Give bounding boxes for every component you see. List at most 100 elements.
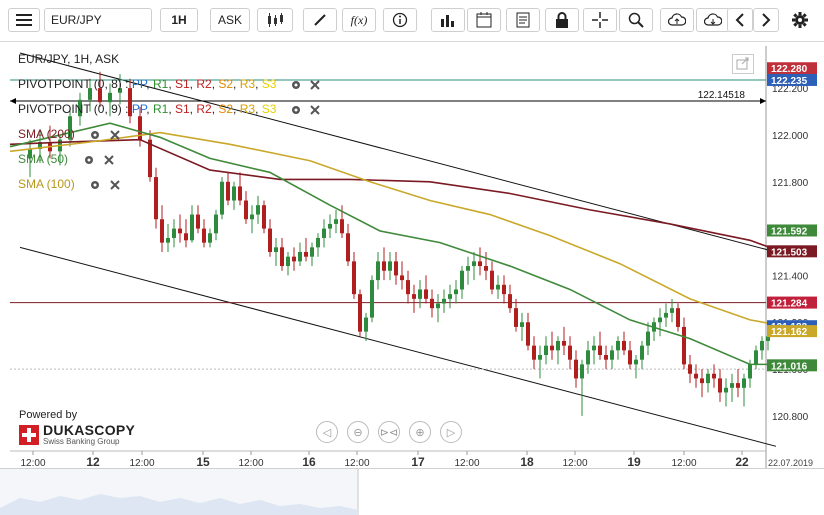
candle-body: [138, 116, 142, 140]
candle-body: [634, 359, 638, 365]
upload-button[interactable]: [660, 8, 694, 32]
candle-body: [568, 345, 572, 360]
candle-body: [406, 280, 410, 295]
candle-body: [760, 340, 764, 351]
crosshair-button[interactable]: [583, 8, 617, 32]
draw-button[interactable]: [303, 8, 337, 32]
candle-body: [322, 228, 326, 238]
zoom-button[interactable]: [619, 8, 653, 32]
candle-body: [196, 214, 200, 229]
price-tag-label: 122.280: [771, 64, 808, 75]
x-tick-label: 18: [520, 455, 534, 468]
candle-body: [730, 383, 734, 388]
settings-button[interactable]: [787, 8, 813, 32]
brand-name: DUKASCOPY: [43, 422, 136, 438]
candle-body: [280, 247, 284, 267]
lock-icon: [556, 12, 568, 28]
sma100-legend: SMA (100): [18, 177, 75, 191]
y-tick-label: 121.800: [772, 178, 809, 189]
symbol-input[interactable]: EUR/JPY: [44, 8, 152, 32]
x-tick-label: 17: [411, 455, 425, 468]
plot-area: [10, 46, 766, 451]
nav-reset-button[interactable]: ⊳⊲: [378, 421, 400, 443]
sma50-close-icon[interactable]: [103, 154, 115, 166]
candle-body: [178, 228, 182, 234]
x-tick-label: 12: [86, 455, 100, 468]
candle-body: [748, 364, 752, 379]
candle-body: [532, 345, 536, 360]
nav-forward-button[interactable]: ▷: [440, 421, 462, 443]
cloud-upload-icon: [668, 13, 686, 26]
x-tick-label: 12:00: [238, 458, 263, 468]
nav-zoom-out-button[interactable]: ⊖: [347, 421, 369, 443]
candle-body: [28, 149, 32, 159]
sma200-close-icon[interactable]: [109, 129, 121, 141]
info-icon: [392, 12, 408, 28]
price-tag: [767, 325, 817, 338]
scroll-right-button[interactable]: [753, 8, 779, 32]
candle-body: [484, 266, 488, 271]
candle-body: [160, 219, 164, 243]
pivot-2-settings-icon[interactable]: [290, 104, 302, 116]
candle-body: [352, 261, 356, 295]
candle-body: [376, 261, 380, 281]
chart-type-button[interactable]: [257, 8, 293, 32]
channel-lower-line: [19, 246, 777, 447]
sma200-settings-icon[interactable]: [89, 129, 101, 141]
candle-body: [128, 88, 132, 117]
candle-body: [448, 294, 452, 299]
candle-body: [520, 322, 524, 327]
menu-button[interactable]: [8, 8, 40, 32]
calendar-button[interactable]: [467, 8, 501, 32]
nav-forward-icon: ▷: [446, 426, 456, 439]
level-arrow-right: [760, 97, 766, 104]
sma100-settings-icon[interactable]: [89, 179, 101, 191]
candle-body: [496, 284, 500, 290]
scroll-left-button[interactable]: [727, 8, 753, 32]
x-tick-label: 12:00: [562, 458, 587, 468]
indicators-button[interactable]: f(x): [342, 8, 376, 32]
candle-body: [754, 350, 758, 365]
price-tag-label: 121.284: [771, 299, 808, 310]
sma100-close-icon[interactable]: [109, 179, 121, 191]
candle-body: [166, 237, 170, 243]
download-button[interactable]: [696, 8, 730, 32]
candle-body: [334, 219, 338, 224]
nav-zoom-in-button[interactable]: ⊕: [409, 421, 431, 443]
pivot-1-close-icon[interactable]: [309, 79, 321, 91]
bar-chart-icon: [441, 15, 454, 27]
candle-body: [244, 200, 248, 220]
price-chart[interactable]: 122.14518 122.200122.000121.800121.60012…: [0, 42, 824, 468]
info-button[interactable]: [383, 8, 417, 32]
chevron-left-icon: [735, 13, 744, 27]
candle-body: [604, 355, 608, 360]
candle-body: [346, 233, 350, 262]
price-side-button[interactable]: ASK: [210, 8, 250, 32]
candle-body: [292, 256, 296, 262]
candle-body: [706, 373, 710, 384]
pivot-2-r2: R2: [196, 102, 212, 116]
candle-body: [412, 294, 416, 299]
candle-body: [424, 289, 428, 299]
candle-body: [400, 275, 404, 281]
lock-button[interactable]: [545, 8, 579, 32]
volume-button[interactable]: [431, 8, 465, 32]
dukascopy-logo: Powered by DUKASCOPY Swiss Banking Group: [19, 409, 135, 447]
sma50-settings-icon[interactable]: [83, 154, 95, 166]
nav-back-button[interactable]: ◁: [316, 421, 338, 443]
candle-body: [490, 270, 494, 290]
pivot-1-settings-icon[interactable]: [290, 79, 302, 91]
navigator-minimap[interactable]: [0, 468, 824, 515]
news-button[interactable]: [506, 8, 540, 32]
candle-body: [298, 252, 302, 262]
nav-zoom-in-icon: ⊕: [415, 426, 425, 439]
popout-button[interactable]: [732, 54, 754, 74]
timeframe-button[interactable]: 1H: [160, 8, 198, 32]
candle-body: [610, 350, 614, 360]
pivot-2-close-icon[interactable]: [309, 104, 321, 116]
candle-body: [190, 214, 194, 241]
candle-body: [226, 181, 230, 201]
candle-body: [562, 340, 566, 346]
candle-body: [262, 205, 266, 229]
candle-body: [574, 359, 578, 379]
